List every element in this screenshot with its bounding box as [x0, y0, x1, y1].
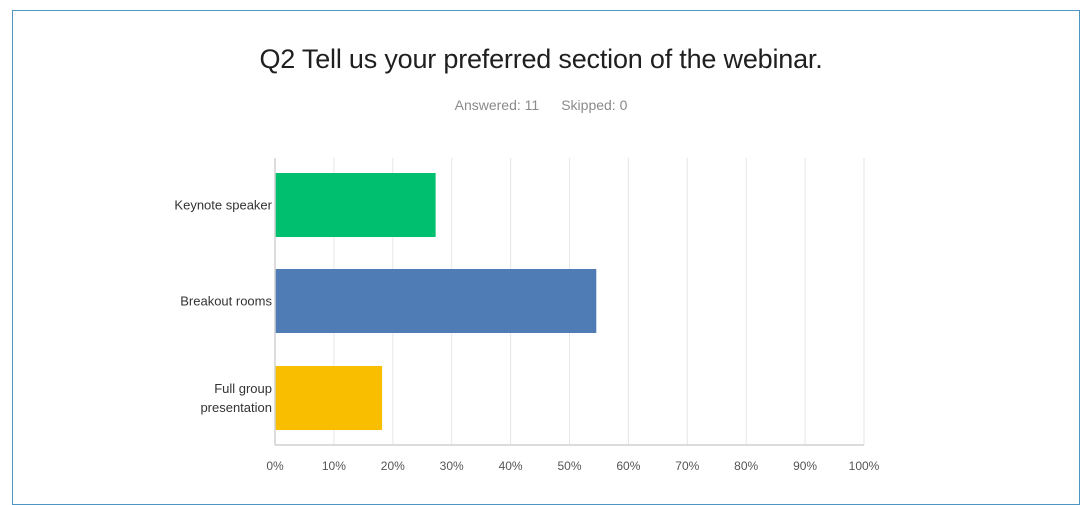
category-labels: Keynote speaker Breakout rooms Full group p… [174, 198, 272, 416]
category-label: Breakout rooms [180, 294, 272, 309]
x-tick-label: 70% [675, 459, 699, 473]
x-tick-label: 90% [793, 459, 817, 473]
page-title: Q2 Tell us your preferred section of the… [259, 44, 823, 74]
category-label: Full group presentation [200, 381, 272, 415]
x-tick-label: 100% [849, 459, 880, 473]
category-label: Keynote speaker [174, 198, 272, 213]
x-tick-label: 60% [616, 459, 640, 473]
x-tick-label: 20% [381, 459, 405, 473]
x-tick-label: 50% [557, 459, 581, 473]
skipped-count: Skipped: 0 [561, 97, 628, 113]
chart-frame [12, 10, 1080, 505]
bar [275, 269, 597, 333]
axes [274, 158, 864, 446]
x-tick-label: 10% [322, 459, 346, 473]
bars [275, 173, 597, 430]
bar [275, 173, 436, 237]
x-tick-label: 0% [266, 459, 284, 473]
answered-count: Answered: 11 [454, 97, 540, 113]
x-tick-label: 30% [440, 459, 464, 473]
response-stats: Answered: 11 Skipped: 0 [0, 97, 1082, 113]
x-tick-labels: 0% 10% 20% 30% 40% 50% 60% 70% 80% 90% 100% [266, 459, 879, 473]
x-tick-label: 80% [734, 459, 758, 473]
x-tick-label: 40% [499, 459, 523, 473]
bar [275, 366, 383, 430]
